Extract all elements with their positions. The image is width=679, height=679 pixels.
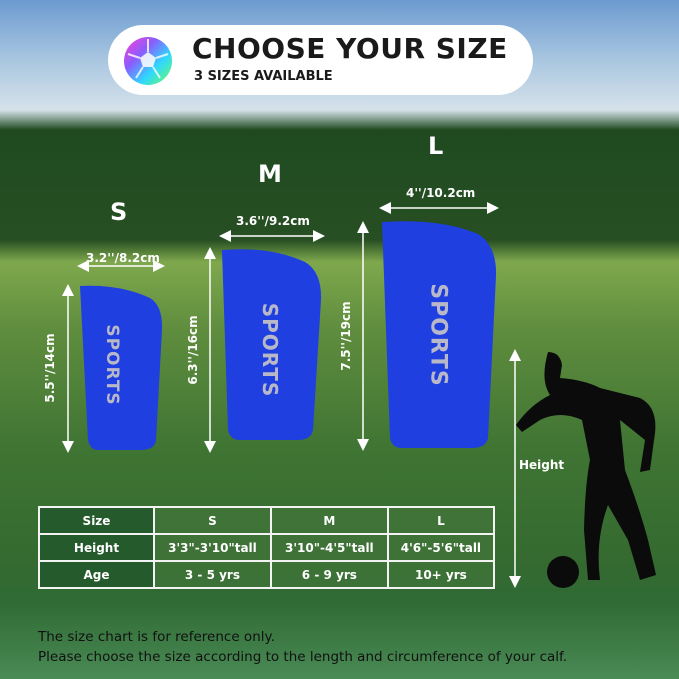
footer-note-2: Please choose the size according to the … (38, 649, 568, 665)
width-m: 3.6''/9.2cm (236, 214, 310, 228)
table-cell: 10+ yrs (386, 560, 496, 589)
table-cell: M (269, 506, 389, 535)
size-label-s: S (110, 198, 128, 226)
player-silhouette (516, 352, 656, 580)
height-l: 7.5''/19cm (339, 301, 353, 371)
table-cell: 3'3"-3'10"tall (153, 533, 272, 562)
table-row: Age 3 - 5 yrs 6 - 9 yrs 10+ yrs (38, 560, 496, 589)
table-cell: S (153, 506, 272, 535)
table-cell: Age (38, 560, 155, 589)
table-cell: 4'6"-5'6"tall (386, 533, 496, 562)
height-m: 6.3''/16cm (186, 315, 200, 385)
soccer-ball-icon (124, 37, 172, 85)
table-cell: 3'10"-4'5"tall (269, 533, 389, 562)
shin-guard-s (80, 285, 163, 450)
table-cell: 3 - 5 yrs (153, 560, 272, 589)
guard-print-s: SPORTS (102, 324, 122, 406)
height-s: 5.5''/14cm (43, 333, 57, 403)
table-cell: Size (38, 506, 155, 535)
footer-note-1: The size chart is for reference only. (38, 629, 275, 645)
size-label-m: M (258, 160, 282, 188)
table-row: Height 3'3"-3'10"tall 3'10"-4'5"tall 4'6"-5… (38, 533, 496, 562)
page-title: CHOOSE YOUR SIZE (192, 32, 508, 65)
soccer-ball (547, 556, 579, 588)
table-row: Size S M L (38, 506, 496, 535)
width-l: 4''/10.2cm (406, 186, 476, 200)
table-cell: Height (38, 533, 155, 562)
guard-print-m: SPORTS (258, 302, 282, 398)
page-subtitle: 3 SIZES AVAILABLE (194, 69, 333, 84)
guard-print-l: SPORTS (425, 283, 451, 387)
header-pill (108, 25, 533, 95)
table-cell: L (386, 506, 496, 535)
table-cell: 6 - 9 yrs (269, 560, 389, 589)
player-height-label: Height (519, 458, 565, 472)
shin-guard-l (382, 221, 497, 448)
shin-guard-m (222, 249, 322, 440)
size-label-l: L (428, 132, 444, 160)
size-table: Size S M L Height 3'3"-3'10"tall 3'10"-4'5"ta… (38, 506, 496, 589)
